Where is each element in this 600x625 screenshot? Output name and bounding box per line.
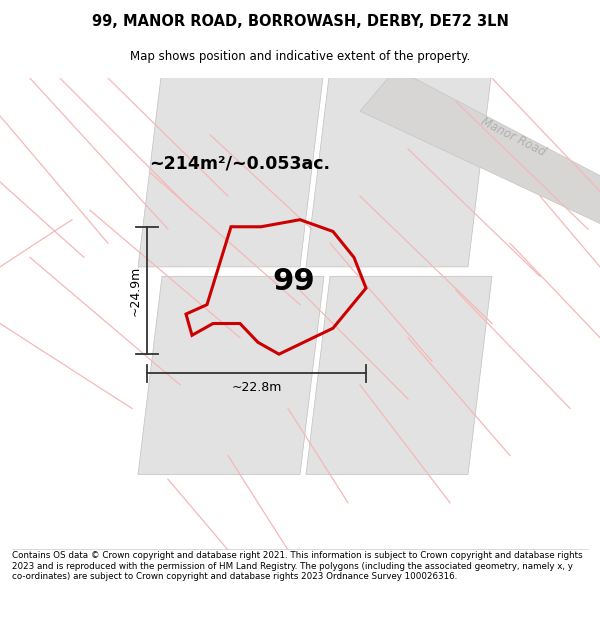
- Polygon shape: [138, 276, 324, 474]
- Text: 99, MANOR ROAD, BORROWASH, DERBY, DE72 3LN: 99, MANOR ROAD, BORROWASH, DERBY, DE72 3…: [92, 14, 508, 29]
- Text: ~24.9m: ~24.9m: [128, 266, 142, 316]
- Text: ~22.8m: ~22.8m: [232, 381, 282, 394]
- Text: 99: 99: [272, 266, 316, 296]
- Polygon shape: [138, 69, 324, 267]
- Polygon shape: [306, 276, 492, 474]
- Text: Manor Road: Manor Road: [478, 115, 548, 159]
- Text: Map shows position and indicative extent of the property.: Map shows position and indicative extent…: [130, 50, 470, 62]
- Polygon shape: [306, 69, 492, 267]
- Polygon shape: [360, 69, 600, 229]
- Text: Contains OS data © Crown copyright and database right 2021. This information is : Contains OS data © Crown copyright and d…: [12, 551, 583, 581]
- Text: ~214m²/~0.053ac.: ~214m²/~0.053ac.: [149, 154, 331, 172]
